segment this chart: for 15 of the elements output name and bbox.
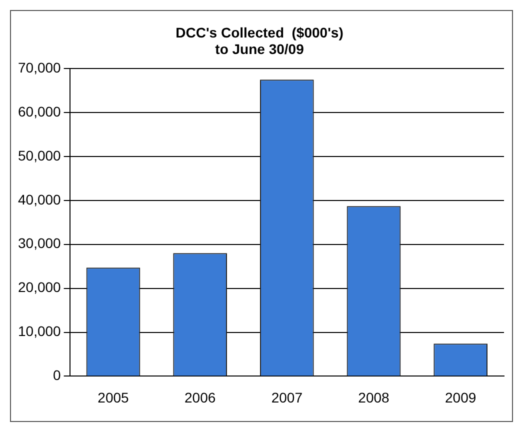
y-tick-label: 40,000 bbox=[18, 191, 62, 208]
x-tick-label: 2009 bbox=[445, 389, 476, 406]
x-tick-label: 2008 bbox=[358, 389, 390, 406]
y-tick-label: 60,000 bbox=[18, 103, 62, 120]
y-tick-label: 70,000 bbox=[18, 59, 62, 76]
x-tick-label: 2006 bbox=[184, 389, 216, 406]
y-tick-label: 50,000 bbox=[18, 147, 62, 164]
y-tick-label: 20,000 bbox=[18, 279, 62, 296]
y-tick-label: 30,000 bbox=[18, 235, 62, 252]
y-tick-label: 10,000 bbox=[18, 323, 62, 340]
text: to June 30/09 bbox=[215, 41, 304, 58]
text: DCC's Collected ($000's) bbox=[176, 24, 344, 40]
x-tick-label: 2005 bbox=[98, 389, 130, 406]
y-tick-label: 0 bbox=[53, 367, 62, 384]
x-tick-label: 2007 bbox=[271, 389, 303, 406]
